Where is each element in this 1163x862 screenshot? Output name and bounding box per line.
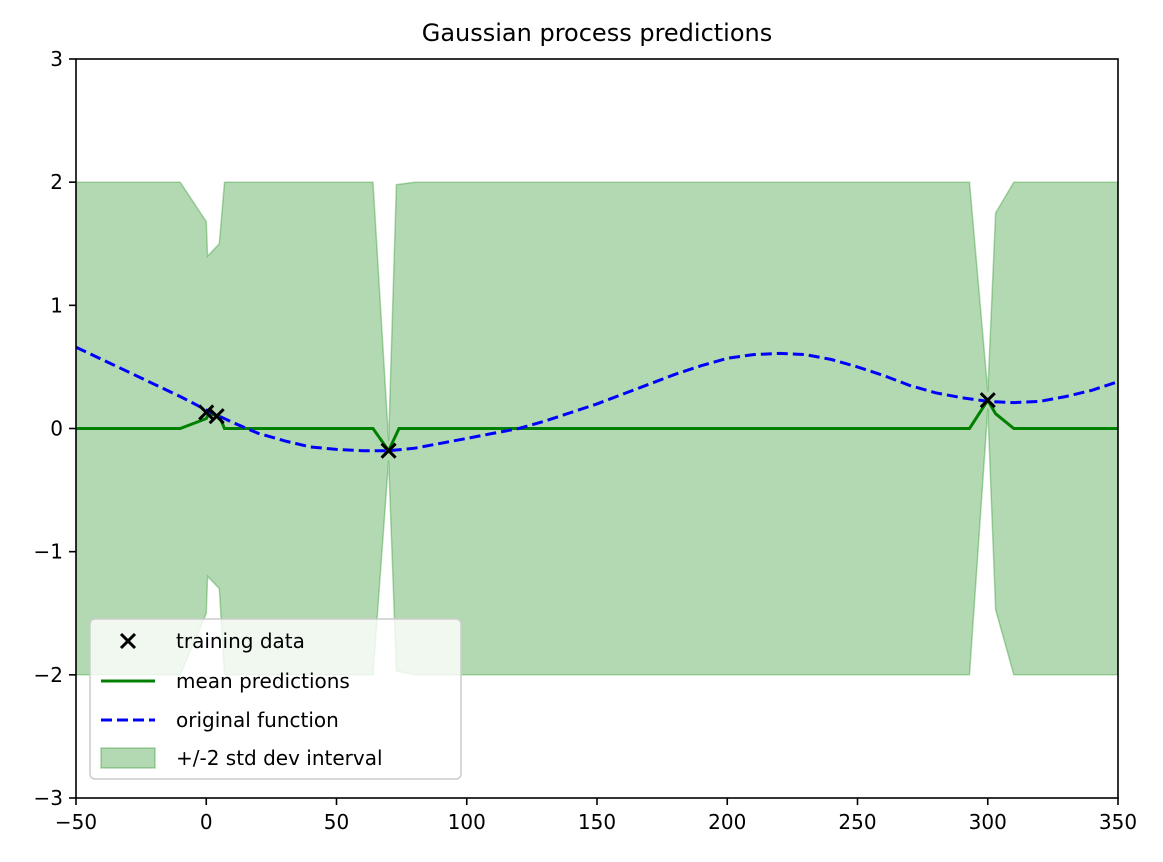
x-tick-label: 250	[838, 810, 876, 834]
y-tick-label: 1	[50, 293, 63, 317]
x-tick-label: 350	[1099, 810, 1137, 834]
y-tick-label: 2	[50, 170, 63, 194]
chart-title: Gaussian process predictions	[422, 19, 773, 47]
x-tick-label: 100	[448, 810, 486, 834]
training-point	[979, 392, 996, 409]
y-tick-label: 3	[50, 47, 63, 71]
y-tick-label: −1	[34, 540, 63, 564]
y-tick-label: 0	[50, 417, 63, 441]
original-function-line	[76, 345, 1118, 453]
x-tick-label: 150	[578, 810, 616, 834]
x-tick-label: 0	[200, 810, 213, 834]
x-tick-label: 300	[969, 810, 1007, 834]
training-point	[380, 442, 397, 459]
legend-patch-interval	[100, 747, 156, 769]
y-tick-label: −2	[34, 663, 63, 687]
training-point	[208, 408, 225, 425]
y-tick-label: −3	[34, 786, 63, 810]
legend: training data mean predictions original fu…	[89, 618, 462, 780]
plot-area	[76, 181, 1118, 676]
axes: −50 0 50 100 150 200 250 300 350 −3 −2 −1 0 1 2 3	[34, 47, 1138, 834]
legend-label: original function	[176, 708, 339, 732]
legend-marker-training-data	[119, 632, 137, 650]
legend-label: training data	[176, 629, 305, 653]
legend-label: mean predictions	[176, 669, 350, 693]
x-tick-label: 50	[324, 810, 349, 834]
legend-label: +/-2 std dev interval	[176, 746, 383, 770]
x-tick-label: 200	[708, 810, 746, 834]
legend-box	[89, 618, 462, 780]
training-point	[198, 404, 215, 421]
x-tick-label: −50	[55, 810, 97, 834]
